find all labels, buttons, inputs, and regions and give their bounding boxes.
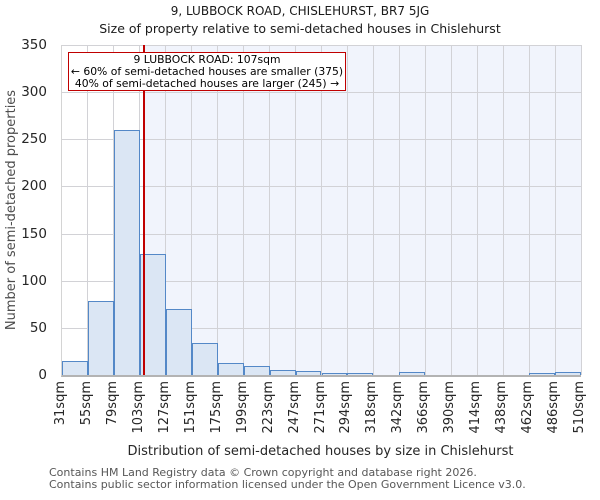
histogram-bar (191, 342, 218, 375)
footer-line-2: Contains public sector information licen… (49, 477, 526, 491)
vertical-gridline (269, 45, 271, 375)
footer: Contains HM Land Registry data © Crown c… (49, 467, 589, 490)
x-tick-label: 462sqm (520, 381, 536, 434)
y-tick-label: 250 (21, 131, 47, 148)
vertical-gridline (450, 45, 452, 375)
vertical-gridline (476, 45, 478, 375)
x-tick-label: 103sqm (130, 381, 146, 434)
vertical-gridline (528, 45, 530, 375)
annotation-box: 9 LUBBOCK ROAD: 107sqm ← 60% of semi-det… (68, 52, 346, 91)
histogram-bar (555, 372, 581, 375)
y-tick-label: 200 (21, 178, 47, 195)
x-tick-label: 486sqm (546, 381, 562, 434)
y-tick-label: 100 (21, 272, 47, 289)
vertical-gridline (346, 45, 348, 375)
chart-title: 9, LUBBOCK ROAD, CHISLEHURST, BR7 5JG (170, 4, 430, 18)
vertical-gridline (139, 45, 141, 375)
annotation-property-line: 9 LUBBOCK ROAD: 107sqm (133, 53, 281, 66)
x-tick-label: 342sqm (390, 381, 406, 434)
histogram-bar (165, 309, 192, 375)
vertical-gridline (243, 45, 245, 375)
histogram-bar (529, 373, 556, 375)
y-tick-label: 50 (29, 319, 47, 336)
x-tick-label: 199sqm (234, 381, 250, 434)
vertical-gridline (165, 45, 167, 375)
x-tick-label: 55sqm (78, 381, 94, 426)
histogram-bar (87, 301, 114, 375)
x-tick-label: 247sqm (286, 381, 302, 434)
y-tick-label: 0 (38, 367, 47, 383)
histogram-bar (243, 365, 270, 375)
x-tick-label: 31sqm (53, 381, 68, 426)
x-tick-label: 366sqm (416, 381, 432, 434)
vertical-gridline (87, 45, 89, 375)
vertical-gridline (321, 45, 322, 375)
x-tick-label: 510sqm (572, 381, 587, 434)
x-tick-label: 438sqm (494, 381, 510, 434)
histogram-bar (399, 372, 426, 375)
histogram-bar (62, 360, 88, 375)
histogram-bar (295, 371, 322, 375)
vertical-gridline (580, 45, 582, 375)
x-tick-label: 127sqm (156, 381, 172, 434)
vertical-gridline (502, 45, 504, 375)
x-tick-label: 79sqm (104, 381, 120, 426)
y-tick-label: 150 (21, 225, 47, 242)
x-tick-label: 390sqm (442, 381, 458, 434)
chart-subtitle: Size of property relative to semi-detach… (99, 21, 501, 36)
x-tick-label: 151sqm (182, 381, 198, 434)
x-tick-label: 223sqm (260, 381, 276, 434)
histogram-bar (321, 373, 348, 375)
plot-area: 9 LUBBOCK ROAD: 107sqm ← 60% of semi-det… (61, 45, 582, 377)
histogram-bar (269, 370, 296, 375)
x-axis-title: Distribution of semi-detached houses by … (127, 444, 514, 459)
shaded-region-larger (144, 45, 581, 375)
vertical-gridline (217, 45, 219, 375)
histogram-bar (113, 129, 140, 375)
annotation-smaller-line: ← 60% of semi-detached houses are smalle… (70, 64, 344, 78)
x-tick-label: 175sqm (208, 381, 224, 434)
vertical-gridline (424, 45, 426, 375)
y-tick-label: 350 (21, 37, 47, 53)
y-tick-label: 300 (21, 84, 47, 101)
vertical-gridline (554, 45, 556, 375)
y-axis-title: Number of semi-detached properties (4, 89, 19, 331)
x-tick-label: 294sqm (338, 381, 354, 434)
vertical-gridline (295, 45, 297, 375)
vertical-gridline (372, 45, 374, 375)
histogram-bar (347, 373, 374, 375)
vertical-gridline (191, 45, 193, 375)
annotation-larger-line: 40% of semi-detached houses are larger (… (74, 76, 340, 90)
footer-line-1: Contains HM Land Registry data © Crown c… (49, 466, 477, 479)
x-tick-label: 414sqm (468, 381, 484, 434)
histogram-bar (217, 362, 244, 375)
x-tick-label: 318sqm (364, 381, 380, 434)
property-size-marker-line (143, 45, 146, 375)
vertical-gridline (398, 45, 400, 375)
x-tick-label: 271sqm (312, 381, 328, 434)
